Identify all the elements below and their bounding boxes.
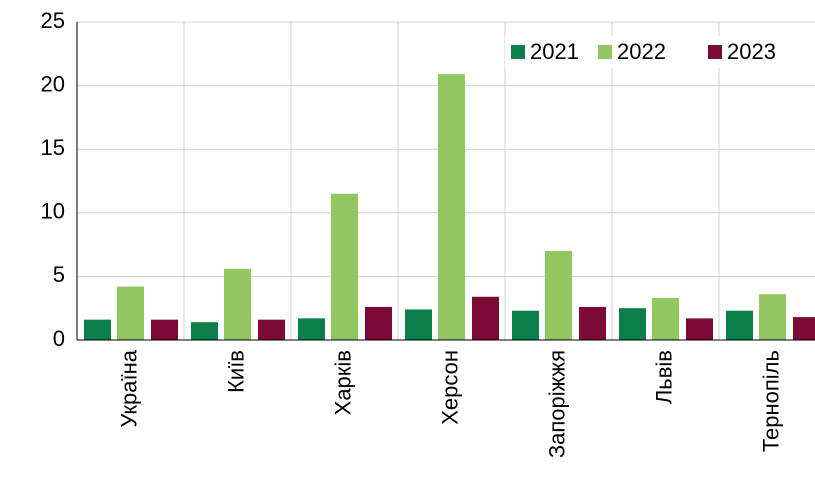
- bar: [365, 306, 392, 340]
- x-tick-label: Херсон: [437, 350, 462, 425]
- y-tick-label: 5: [53, 262, 65, 287]
- bar: [405, 309, 432, 340]
- bar: [438, 74, 465, 340]
- bar: [117, 286, 144, 340]
- bar: [726, 310, 753, 340]
- bar: [793, 317, 815, 340]
- x-tick-label: Запоріжжя: [544, 350, 569, 458]
- legend-swatch: [708, 45, 722, 59]
- bar: [472, 296, 499, 340]
- y-tick-label: 10: [41, 199, 65, 224]
- bar: [619, 308, 646, 340]
- bar: [151, 319, 178, 340]
- x-tick-label: Харків: [330, 350, 355, 415]
- legend-swatch: [598, 45, 612, 59]
- x-tick-label: Київ: [223, 350, 248, 393]
- bar: [545, 250, 572, 340]
- y-tick-label: 0: [53, 326, 65, 351]
- legend-label: 2023: [727, 39, 776, 64]
- legend-label: 2021: [530, 39, 579, 64]
- legend-label: 2022: [617, 39, 666, 64]
- bar: [686, 318, 713, 340]
- bar: [84, 319, 111, 340]
- bar: [579, 306, 606, 340]
- x-tick-label: Україна: [116, 349, 141, 427]
- bar: [759, 294, 786, 340]
- x-tick-label: Тернопіль: [758, 350, 783, 452]
- bar: [298, 318, 325, 340]
- bar: [331, 193, 358, 340]
- bar: [512, 310, 539, 340]
- bar: [191, 322, 218, 340]
- bar: [224, 268, 251, 340]
- legend-swatch: [511, 45, 525, 59]
- legend-background: [505, 36, 815, 68]
- y-tick-label: 25: [41, 8, 65, 33]
- bar: [652, 298, 679, 340]
- x-tick-label: Львів: [651, 350, 676, 404]
- bar: [258, 319, 285, 340]
- y-tick-label: 15: [41, 135, 65, 160]
- y-tick-label: 20: [41, 71, 65, 96]
